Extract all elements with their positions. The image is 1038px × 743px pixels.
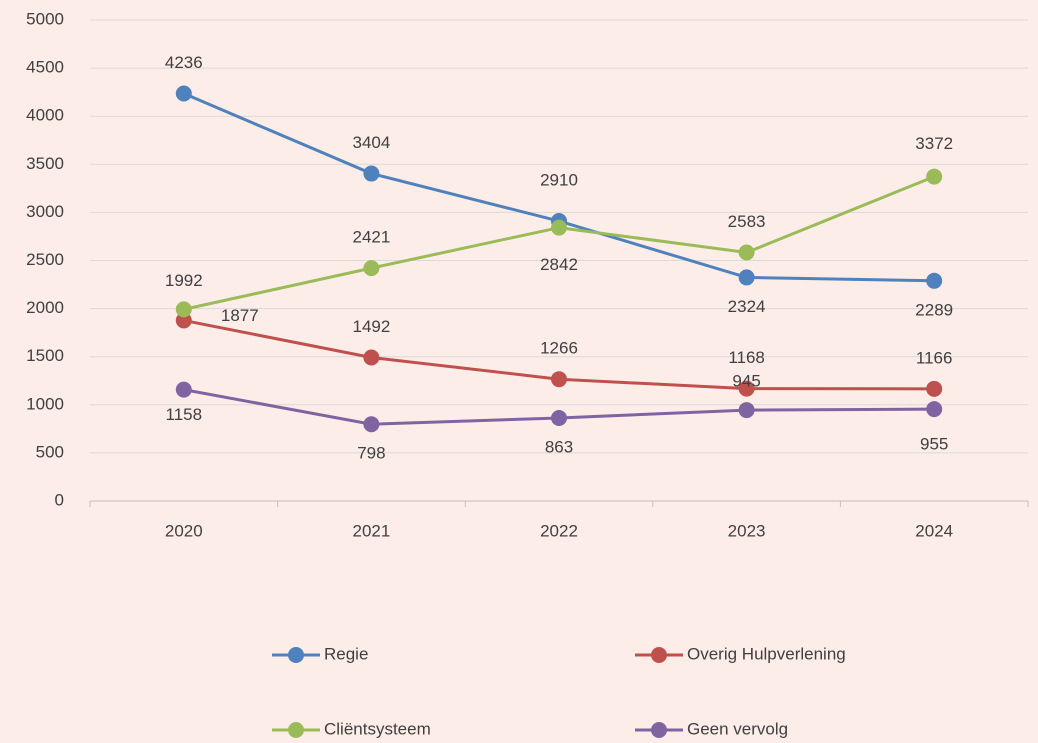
data-label: 1166 [916, 348, 953, 367]
x-tick-label: 2023 [728, 521, 766, 540]
legend-label: Overig Hulpverlening [687, 644, 846, 663]
data-label: 2421 [352, 228, 390, 247]
marker [175, 85, 192, 102]
marker [175, 381, 192, 398]
legend-label: Regie [324, 644, 368, 663]
y-tick-label: 5000 [26, 9, 64, 28]
data-label: 1992 [165, 271, 203, 290]
x-tick-label: 2024 [915, 521, 953, 540]
marker [926, 272, 943, 289]
marker [175, 312, 192, 329]
marker [363, 165, 380, 182]
marker [551, 409, 567, 426]
data-label: 3372 [915, 134, 953, 153]
marker [738, 380, 755, 397]
marker [738, 402, 755, 419]
y-tick-label: 1000 [26, 394, 64, 413]
data-label: 1158 [166, 405, 203, 424]
data-label: 798 [357, 444, 385, 463]
marker [926, 401, 943, 418]
marker [738, 269, 755, 286]
x-tick-label: 2020 [165, 521, 203, 540]
marker [926, 168, 943, 185]
y-tick-label: 1500 [26, 346, 64, 365]
marker [363, 349, 380, 366]
marker [926, 380, 943, 397]
data-label: 2324 [728, 297, 766, 316]
marker [738, 244, 755, 261]
data-label: 2910 [540, 171, 578, 190]
data-label: 2289 [915, 300, 953, 319]
y-tick-label: 2000 [26, 298, 64, 317]
y-tick-label: 0 [55, 490, 64, 509]
legend-marker [651, 647, 667, 663]
marker [363, 260, 380, 277]
y-tick-label: 3500 [26, 154, 64, 173]
data-label: 2583 [728, 212, 766, 231]
legend-marker [288, 722, 304, 738]
y-tick-label: 500 [36, 442, 64, 461]
legend-marker [651, 722, 667, 738]
y-tick-label: 3000 [26, 202, 64, 221]
legend-marker [288, 647, 304, 663]
data-label: 945 [732, 372, 760, 391]
marker [363, 416, 380, 433]
data-label: 4236 [165, 53, 203, 72]
y-tick-label: 4500 [26, 58, 64, 77]
data-label: 3404 [352, 133, 390, 152]
series-line [183, 175, 935, 311]
data-label: 1492 [352, 317, 390, 336]
data-label: 2842 [540, 255, 578, 274]
data-label: 863 [545, 437, 573, 456]
marker [551, 219, 567, 236]
legend-label: Geen vervolg [687, 719, 788, 738]
y-tick-label: 4000 [26, 106, 64, 125]
data-label: 1168 [728, 348, 765, 367]
x-tick-label: 2022 [540, 521, 578, 540]
data-label: 1266 [540, 339, 578, 358]
data-label: 955 [920, 435, 948, 454]
data-label: 1877 [221, 306, 259, 325]
marker [175, 301, 192, 318]
marker [551, 371, 567, 388]
y-tick-label: 2500 [26, 250, 64, 269]
x-tick-label: 2021 [352, 521, 390, 540]
legend-label: Cliëntsysteem [324, 719, 431, 738]
